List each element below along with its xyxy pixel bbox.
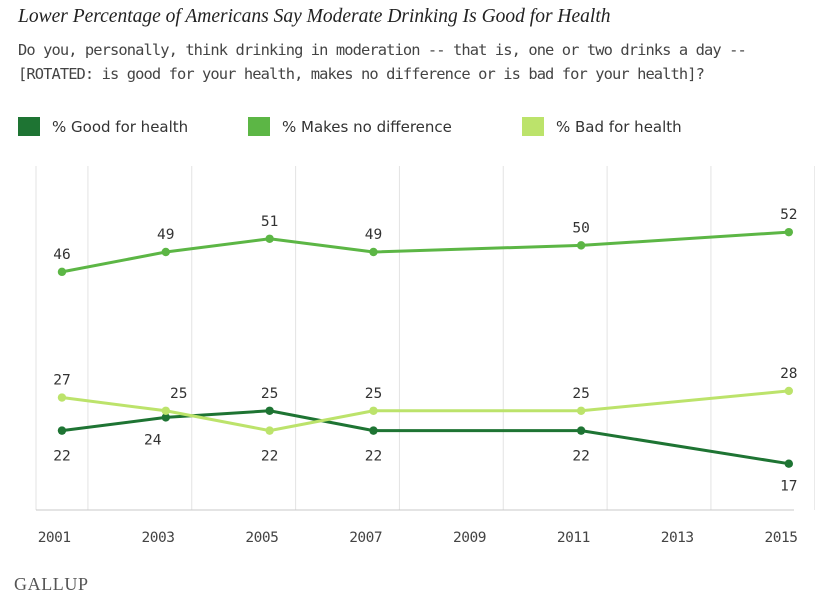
data-point-bad-for-health-3 <box>369 406 378 415</box>
x-tick-label-2005: 2005 <box>245 530 278 546</box>
legend-label-no-difference: % Makes no difference <box>282 117 452 136</box>
data-point-makes-no-difference-0 <box>57 267 67 277</box>
x-tick-label-2013: 2013 <box>661 530 694 546</box>
data-label-makes-no-difference-1: 49 <box>157 227 174 243</box>
chart-title: Lower Percentage of Americans Say Modera… <box>18 6 611 27</box>
x-tick-label-2009: 2009 <box>453 530 486 546</box>
data-point-good-for-health-5 <box>784 459 794 468</box>
data-point-bad-for-health-5 <box>784 386 794 396</box>
data-label-good-for-health-1: 24 <box>144 432 162 448</box>
x-tick-label-2011: 2011 <box>557 530 590 546</box>
series-line-bad-for-health <box>61 389 789 433</box>
x-tick-label-2003: 2003 <box>142 530 175 546</box>
data-point-bad-for-health-0 <box>57 393 67 402</box>
data-label-good-for-health-2: 25 <box>261 386 278 402</box>
data-label-makes-no-difference-3: 49 <box>365 227 382 243</box>
data-label-good-for-health-0: 22 <box>53 449 70 465</box>
data-point-makes-no-difference-3 <box>369 247 378 257</box>
data-label-good-for-health-3: 22 <box>365 449 382 465</box>
data-label-good-for-health-5: 17 <box>780 479 797 495</box>
data-point-makes-no-difference-1 <box>161 247 170 257</box>
data-label-makes-no-difference-5: 52 <box>780 207 797 223</box>
legend-item-no-difference: % Makes no difference <box>248 117 452 136</box>
x-tick-label-2015: 2015 <box>765 530 798 546</box>
data-label-good-for-health-4: 22 <box>572 449 589 465</box>
data-label-makes-no-difference-0: 46 <box>53 247 70 263</box>
data-label-bad-for-health-5: 28 <box>780 366 797 382</box>
data-point-good-for-health-1 <box>161 413 170 422</box>
data-label-makes-no-difference-4: 50 <box>572 220 589 236</box>
subtitle-line-1: Do you, personally, think drinking in mo… <box>18 41 747 59</box>
legend-label-good: % Good for health <box>52 117 189 136</box>
data-point-good-for-health-2 <box>265 406 274 415</box>
data-point-bad-for-health-4 <box>576 406 586 415</box>
data-point-bad-for-health-2 <box>265 426 274 435</box>
legend-label-bad: % Bad for health <box>556 117 682 136</box>
chart-subtitle: Do you, personally, think drinking in mo… <box>18 38 808 86</box>
subtitle-line-2: [ROTATED: is good for your health, makes… <box>18 65 705 83</box>
legend-swatch-no-difference <box>248 117 270 136</box>
legend-swatch-bad <box>522 117 544 136</box>
legend-item-good: % Good for health <box>18 117 188 136</box>
data-point-good-for-health-4 <box>576 426 586 435</box>
data-point-makes-no-difference-4 <box>576 241 586 250</box>
series-line-good-for-health <box>61 409 790 466</box>
data-point-makes-no-difference-2 <box>265 234 274 243</box>
data-point-makes-no-difference-5 <box>784 227 794 237</box>
x-tick-label-2001: 2001 <box>38 530 71 546</box>
series-line-makes-no-difference <box>61 230 789 274</box>
gallup-logo: GALLUP <box>14 574 89 594</box>
data-label-makes-no-difference-2: 51 <box>261 214 278 230</box>
data-label-bad-for-health-0: 27 <box>53 373 70 389</box>
data-label-bad-for-health-1: 25 <box>170 386 187 402</box>
data-point-bad-for-health-1 <box>161 406 170 415</box>
data-label-bad-for-health-2: 22 <box>261 449 278 465</box>
data-point-good-for-health-3 <box>369 426 378 435</box>
data-point-good-for-health-0 <box>57 426 67 435</box>
x-tick-label-2007: 2007 <box>349 530 382 546</box>
data-label-bad-for-health-3: 25 <box>365 386 382 402</box>
legend-item-bad: % Bad for health <box>522 117 682 136</box>
legend-swatch-good <box>18 117 40 136</box>
data-label-bad-for-health-4: 25 <box>572 386 589 402</box>
